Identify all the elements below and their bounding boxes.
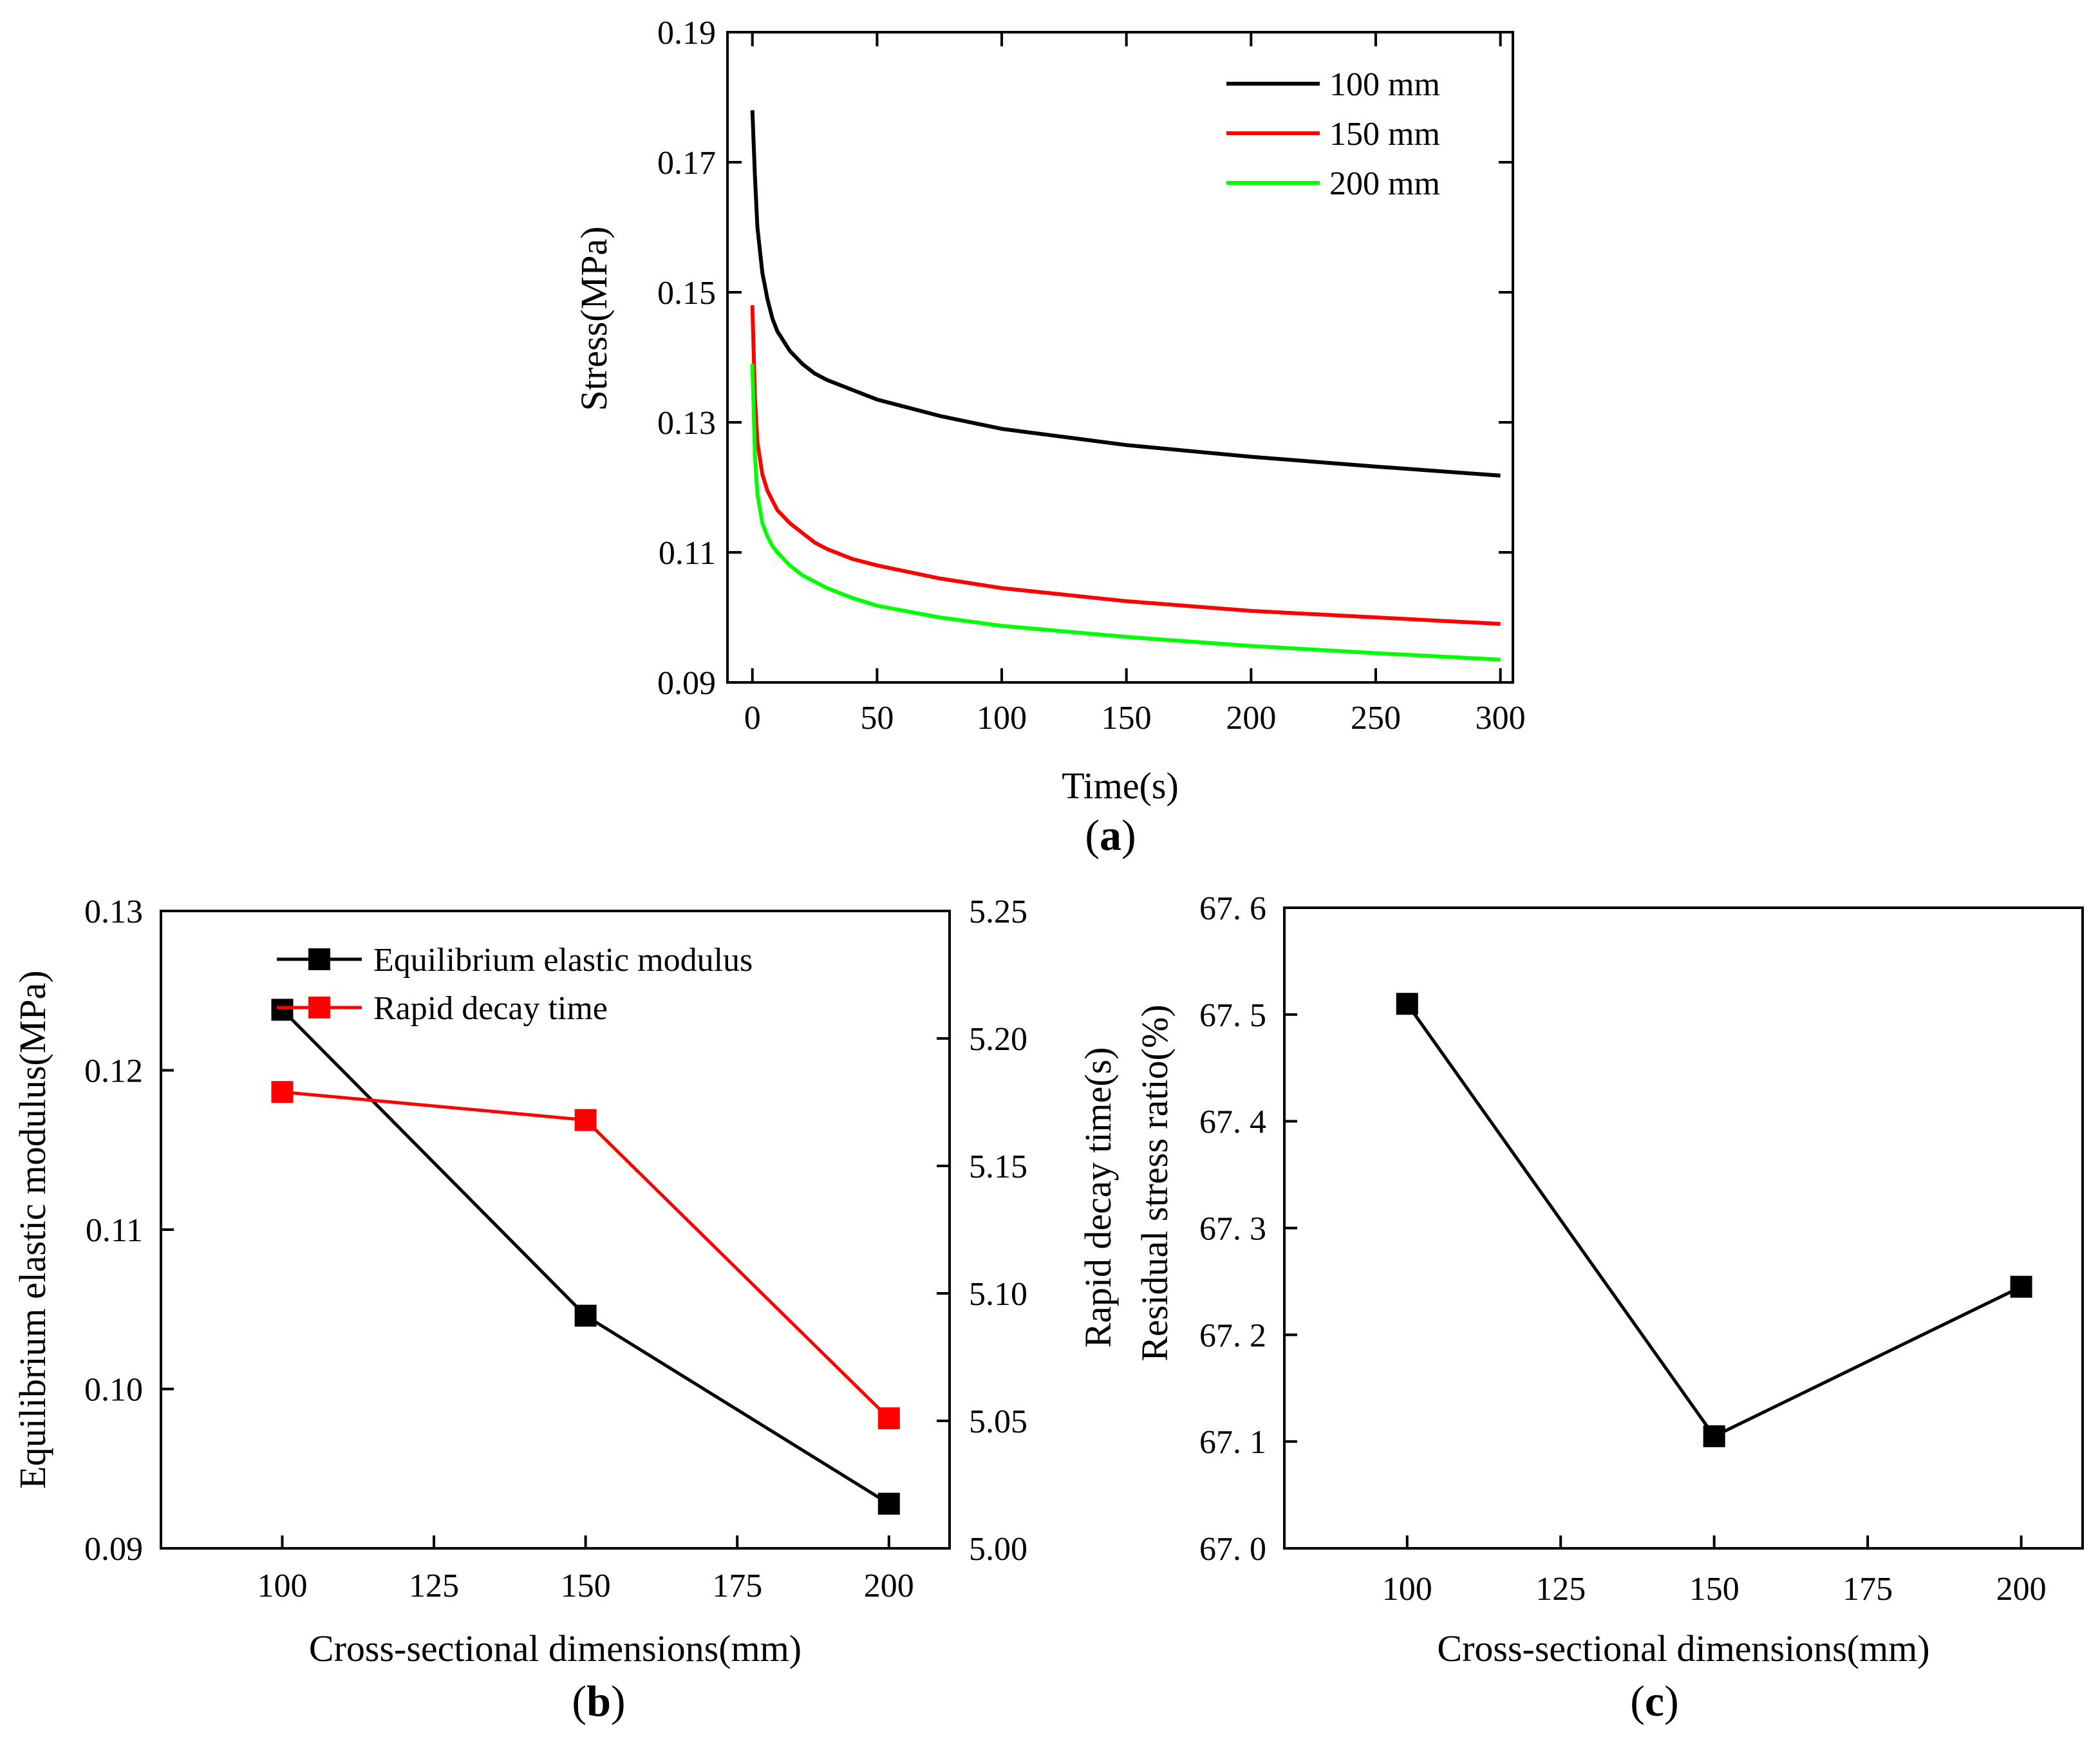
x-tick-label: 300	[1476, 700, 1526, 737]
y-tick-label: 0.11	[659, 535, 716, 572]
y-tick-label: 67. 1	[1199, 1424, 1266, 1461]
x-tick-label: 250	[1351, 700, 1401, 737]
x-tick-label: 100	[977, 700, 1027, 737]
y2-tick-label: 5.10	[969, 1276, 1027, 1313]
y2-axis-title: Rapid decay time(s)	[1077, 1047, 1119, 1347]
chart-a-frame	[726, 31, 1514, 684]
x-tick-label: 125	[409, 1568, 459, 1604]
panel-label-close: )	[611, 1676, 626, 1725]
y2-tick-label: 5.00	[969, 1531, 1027, 1568]
data-point	[877, 1407, 900, 1430]
x-tick-label: 150	[1689, 1571, 1739, 1608]
x-tick-label: 50	[860, 700, 894, 737]
x-tick-label: 100	[257, 1568, 307, 1604]
panel-label-letter: b	[586, 1676, 611, 1725]
data-point	[877, 1492, 900, 1515]
y-tick-label: 0.12	[84, 1053, 143, 1090]
x-axis-title: Time(s)	[1062, 765, 1179, 807]
x-tick-label: 200	[1226, 700, 1276, 737]
data-point	[1396, 993, 1418, 1015]
y2-tick-label: 5.25	[969, 894, 1027, 930]
chart-b: 0.09 0.10 0.11 0.12 0.13 5.00 5.05 5.10 5.15 5.20…	[12, 894, 1119, 1725]
chart-a: 0.09 0.11 0.13 0.15 0.17 0.19 0 50 100 150 200 250 3…	[573, 15, 1526, 859]
panel-label-letter: a	[1100, 811, 1121, 859]
y2-tick-label: 5.20	[969, 1021, 1027, 1058]
y-tick-label: 67. 4	[1199, 1104, 1266, 1141]
panel-label-open: (	[1630, 1676, 1645, 1725]
series-line-200-mm	[750, 364, 1501, 662]
y-axis-title: Residual stress ratio(%)	[1134, 1004, 1176, 1361]
data-point	[1703, 1425, 1725, 1447]
y-tick-label: 0.11	[86, 1212, 143, 1249]
x-axis-title: Cross-sectional dimensions(mm)	[309, 1628, 802, 1669]
y-tick-label: 0.09	[84, 1531, 143, 1568]
panel-label-letter: c	[1645, 1676, 1664, 1725]
x-tick-label: 150	[561, 1568, 611, 1604]
panel-label-close: )	[1121, 811, 1136, 859]
chart-c: 67. 0 67. 1 67. 2 67. 3 67. 4 67. 5 67. 6 100 12…	[1134, 890, 2084, 1725]
data-point	[271, 1081, 294, 1103]
y2-tick-label: 5.05	[969, 1403, 1027, 1440]
y-tick-label: 0.19	[657, 15, 716, 52]
x-tick-label: 175	[1842, 1571, 1893, 1608]
panel-label: (b)	[572, 1676, 625, 1725]
panel-label-open: (	[572, 1676, 586, 1725]
panel-label-open: (	[1085, 811, 1100, 859]
x-tick-label: 175	[712, 1568, 762, 1604]
y-axis-title: Stress(MPa)	[573, 227, 615, 411]
y-tick-label: 0.10	[84, 1372, 143, 1409]
y-tick-label: 0.17	[657, 145, 716, 182]
y-tick-label: 0.13	[657, 405, 716, 442]
y-tick-label: 67. 5	[1199, 997, 1266, 1034]
x-tick-label: 200	[1996, 1571, 2047, 1608]
legend-label: 200 mm	[1329, 165, 1440, 202]
legend-label: Equilibrium elastic modulus	[373, 942, 753, 979]
data-point	[2010, 1275, 2032, 1298]
y-tick-label: 67. 0	[1199, 1531, 1266, 1568]
legend-swatch-marker	[308, 997, 330, 1018]
legend-label: 100 mm	[1329, 66, 1440, 103]
data-point	[574, 1109, 597, 1131]
x-tick-label: 100	[1382, 1571, 1432, 1608]
x-axis-title: Cross-sectional dimensions(mm)	[1437, 1628, 1929, 1669]
y-tick-label: 67. 3	[1199, 1211, 1266, 1248]
panel-label: (a)	[1085, 811, 1136, 859]
data-point	[271, 999, 294, 1021]
series-line-100-mm	[750, 110, 1501, 478]
y-tick-label: 67. 2	[1199, 1317, 1266, 1354]
series-line-150-mm	[750, 305, 1501, 626]
legend-swatch-marker	[308, 948, 330, 970]
x-tick-label: 200	[864, 1568, 914, 1604]
panel-label-close: )	[1664, 1676, 1679, 1725]
legend-label: Rapid decay time	[373, 990, 608, 1027]
data-point	[574, 1304, 597, 1327]
legend-label: 150 mm	[1329, 116, 1440, 153]
y2-tick-label: 5.15	[969, 1149, 1027, 1185]
y-tick-label: 67. 6	[1199, 890, 1266, 927]
x-tick-label: 125	[1535, 1571, 1586, 1608]
y-tick-label: 0.09	[657, 665, 716, 702]
panel-label: (c)	[1630, 1676, 1679, 1725]
y-tick-label: 0.15	[657, 275, 716, 312]
x-tick-label: 150	[1102, 700, 1152, 737]
x-tick-label: 0	[744, 700, 761, 737]
y-axis-title: Equilibrium elastic modulus(MPa)	[12, 970, 53, 1488]
y-tick-label: 0.13	[84, 894, 143, 930]
